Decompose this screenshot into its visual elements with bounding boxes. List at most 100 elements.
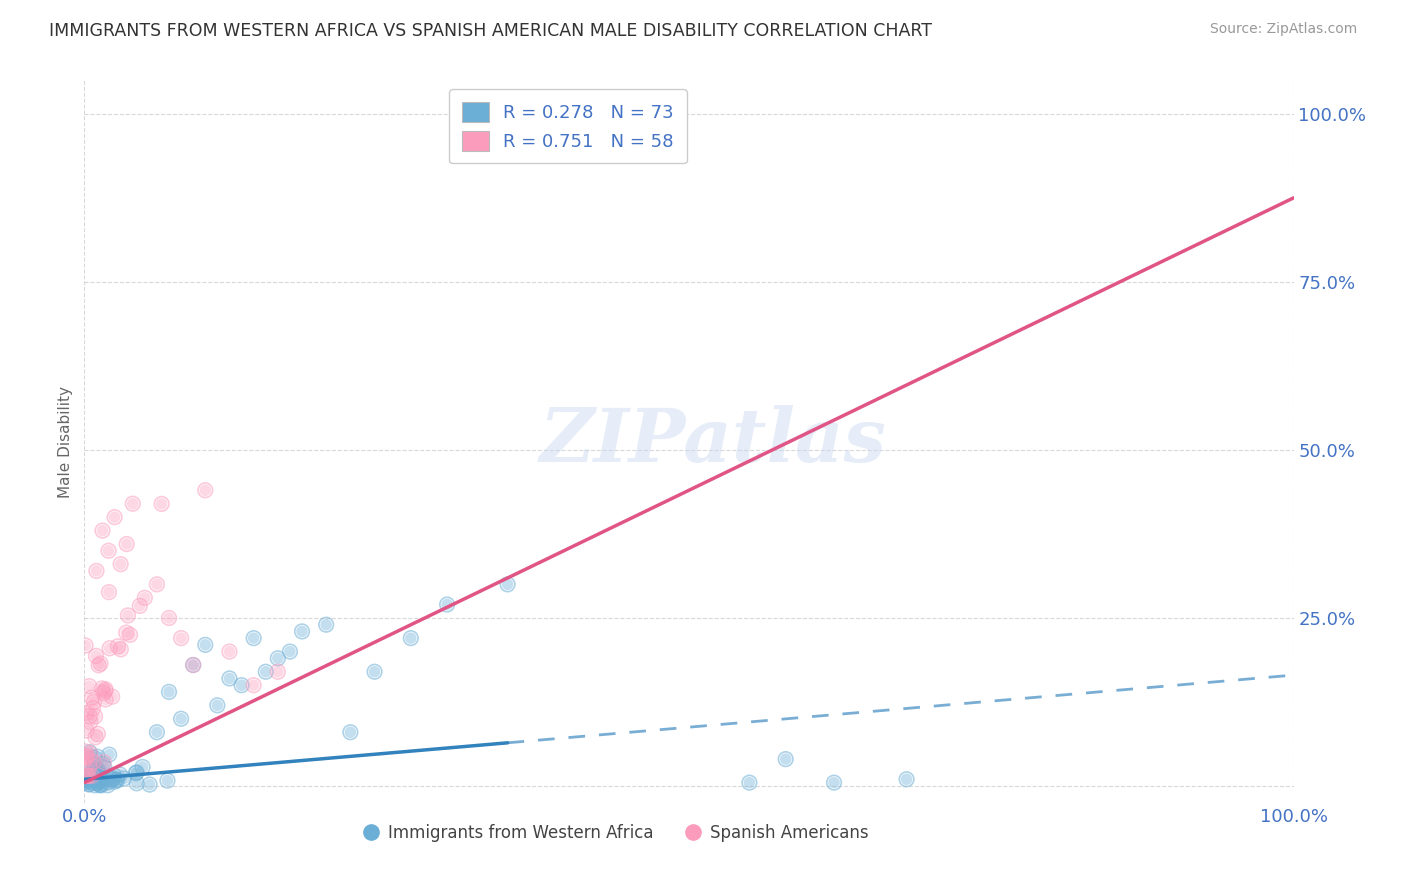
Point <box>79 679 101 693</box>
Point <box>94 684 117 698</box>
Point <box>97 585 120 599</box>
Point <box>98 641 121 656</box>
Point <box>83 695 105 709</box>
Point <box>75 775 97 789</box>
Point <box>94 692 117 706</box>
Point <box>90 778 112 792</box>
Point <box>83 695 105 709</box>
Point <box>128 599 150 613</box>
Point <box>83 778 105 792</box>
Point <box>242 678 264 692</box>
Point <box>82 701 104 715</box>
Point <box>112 772 135 786</box>
Point <box>86 564 108 578</box>
Point <box>436 598 458 612</box>
Point <box>86 763 108 777</box>
Point <box>117 608 139 623</box>
Point <box>278 644 301 658</box>
Point <box>84 763 107 777</box>
Point <box>207 698 229 713</box>
Point <box>105 773 128 788</box>
Point <box>76 769 98 783</box>
Point <box>80 770 103 784</box>
Point <box>181 658 204 673</box>
Point <box>75 772 97 787</box>
Point <box>128 599 150 613</box>
Point <box>101 690 124 704</box>
Point <box>80 767 103 781</box>
Point <box>83 751 105 765</box>
Point <box>138 778 160 792</box>
Point <box>91 681 114 696</box>
Point <box>218 644 240 658</box>
Point <box>103 774 125 789</box>
Point <box>98 747 121 762</box>
Point <box>84 648 107 663</box>
Point <box>75 773 97 788</box>
Point <box>83 772 105 787</box>
Point <box>75 769 97 783</box>
Point <box>76 749 98 764</box>
Point <box>76 769 98 783</box>
Point <box>84 648 107 663</box>
Point <box>75 744 97 758</box>
Point <box>75 752 97 766</box>
Point <box>134 591 156 605</box>
Point <box>91 524 114 538</box>
Point <box>97 543 120 558</box>
Point <box>89 777 111 791</box>
Point <box>80 772 103 786</box>
Point <box>496 577 519 591</box>
Point <box>115 625 138 640</box>
Point <box>91 524 114 538</box>
Point <box>87 727 110 741</box>
Point <box>83 758 105 772</box>
Point <box>80 767 103 781</box>
Point <box>738 775 761 789</box>
Point <box>291 624 314 639</box>
Point <box>194 638 217 652</box>
Point <box>79 745 101 759</box>
Point <box>194 483 217 498</box>
Point <box>231 678 253 692</box>
Point <box>157 611 180 625</box>
Point <box>110 642 132 657</box>
Point <box>138 778 160 792</box>
Point <box>150 497 173 511</box>
Point <box>101 772 124 787</box>
Y-axis label: Male Disability: Male Disability <box>58 385 73 498</box>
Point <box>399 631 422 645</box>
Point <box>363 665 385 679</box>
Point <box>118 628 141 642</box>
Point <box>125 776 148 790</box>
Point <box>105 772 128 787</box>
Point <box>115 537 138 551</box>
Point <box>76 772 98 787</box>
Point <box>75 706 97 720</box>
Point <box>112 772 135 786</box>
Point <box>86 564 108 578</box>
Point <box>89 778 111 792</box>
Point <box>83 755 105 769</box>
Point <box>267 665 290 679</box>
Point <box>80 770 103 784</box>
Point <box>315 617 337 632</box>
Point <box>242 631 264 645</box>
Text: IMMIGRANTS FROM WESTERN AFRICA VS SPANISH AMERICAN MALE DISABILITY CORRELATION C: IMMIGRANTS FROM WESTERN AFRICA VS SPANIS… <box>49 22 932 40</box>
Point <box>125 765 148 780</box>
Point <box>91 681 114 696</box>
Point <box>75 766 97 780</box>
Point <box>146 725 169 739</box>
Point <box>82 701 104 715</box>
Point <box>79 679 101 693</box>
Point <box>170 712 193 726</box>
Point <box>115 625 138 640</box>
Point <box>83 763 105 777</box>
Point <box>77 760 100 774</box>
Point <box>75 744 97 758</box>
Point <box>146 577 169 591</box>
Point <box>496 577 519 591</box>
Point <box>278 644 301 658</box>
Point <box>82 764 104 778</box>
Point <box>84 709 107 723</box>
